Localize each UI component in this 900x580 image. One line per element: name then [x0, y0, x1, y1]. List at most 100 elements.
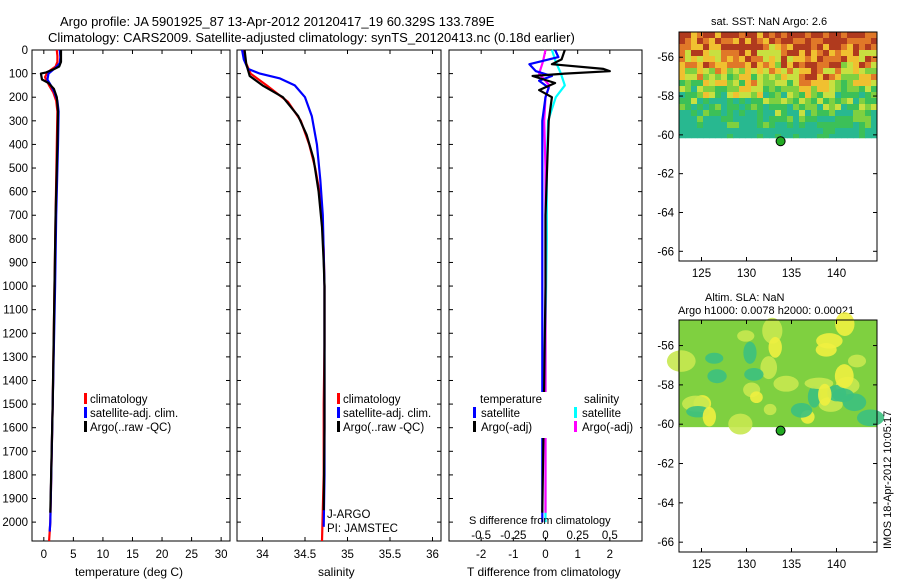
sst-cell [847, 38, 854, 45]
sla-blob [773, 375, 799, 392]
sst-cell [787, 110, 794, 117]
sst-cell [757, 134, 764, 139]
sst-cell [727, 86, 734, 93]
sst-cell [847, 62, 854, 69]
sst-cell [805, 50, 812, 57]
temperature-panel: 0100200300400500600700800900100011001200… [2, 45, 231, 579]
sst-cell [829, 74, 836, 81]
sst-cell [793, 74, 800, 81]
sst-cell [709, 86, 716, 93]
s-difference-axis: -0.5 -0.25 0 0.25 0.5 [471, 530, 618, 542]
sst-cell [733, 92, 740, 99]
legend-swatch-satellite [337, 407, 340, 418]
sst-cell [703, 44, 710, 51]
sst-cell [865, 134, 872, 139]
depth-tick-label: 2000 [2, 517, 28, 529]
sst-cell [697, 38, 704, 45]
series-line-satellite [528, 49, 560, 523]
sst-cell [709, 98, 716, 105]
sst-cell [709, 128, 716, 135]
sst-cell [757, 74, 764, 81]
depth-tick-label: 1900 [2, 494, 28, 506]
sst-cell [781, 134, 788, 139]
sst-cell [685, 56, 692, 63]
sst-cell [871, 116, 878, 123]
lat-tick-label: -56 [657, 341, 674, 353]
sst-cell [703, 50, 710, 57]
sst-cell [685, 98, 692, 105]
sst-cell [781, 56, 788, 63]
sla-blob [666, 350, 696, 372]
sst-cell [679, 74, 686, 81]
sst-cell [823, 68, 830, 75]
salinity-series [241, 49, 326, 542]
sst-cell [829, 116, 836, 123]
sst-cell [823, 128, 830, 135]
sst-cell [865, 38, 872, 45]
sst-cell [721, 44, 728, 51]
sla-blob [815, 343, 837, 357]
sst-cell [787, 68, 794, 75]
sst-cell [871, 62, 878, 69]
sst-cell [793, 104, 800, 111]
sst-cell [685, 86, 692, 93]
sst-cell [763, 128, 770, 135]
sst-cell [799, 44, 806, 51]
sst-cell [829, 122, 836, 129]
sst-cell [679, 92, 686, 99]
sst-cell [817, 74, 824, 81]
sst-longitude-axis: 125 130 135 140 [692, 32, 846, 280]
sst-cell [763, 86, 770, 93]
sst-cell [835, 128, 842, 135]
sst-cell [721, 104, 728, 111]
sst-cell [703, 62, 710, 69]
sst-cell [835, 122, 842, 129]
legend-label-argo: Argo(..raw -QC) [90, 422, 171, 434]
sst-cell [721, 68, 728, 75]
sst-cell [751, 104, 758, 111]
sst-cell [847, 92, 854, 99]
sst-cell [733, 80, 740, 87]
sst-cell [745, 110, 752, 117]
sst-cell [745, 128, 752, 135]
sst-cell [715, 98, 722, 105]
sst-cell [721, 74, 728, 81]
sst-cell [745, 74, 752, 81]
sst-cell [739, 86, 746, 93]
argo-position-marker [775, 136, 786, 147]
sst-cell [793, 122, 800, 129]
sst-cell [853, 32, 860, 39]
sst-cell [841, 104, 848, 111]
sst-cell [709, 110, 716, 117]
sst-cell [805, 62, 812, 69]
sst-cell [703, 56, 710, 63]
sst-cell [769, 134, 776, 139]
sst-cell [751, 32, 758, 39]
sst-cell [811, 116, 818, 123]
sst-cell [697, 128, 704, 135]
sst-cell [811, 74, 818, 81]
sst-cell [859, 122, 866, 129]
sst-cell [793, 38, 800, 45]
sst-cell [751, 92, 758, 99]
lon-tick-label: 140 [827, 559, 846, 571]
sst-cell [721, 62, 728, 69]
sst-cell [715, 56, 722, 63]
depth-tick-label: 500 [9, 163, 28, 175]
sst-cell [805, 32, 812, 39]
sst-cell [685, 50, 692, 57]
sst-cell [799, 110, 806, 117]
lat-tick-label: -64 [657, 207, 674, 219]
sst-cell [721, 50, 728, 57]
x-tick-label: 35.5 [379, 549, 401, 561]
argo-position-marker [775, 425, 786, 436]
sst-cell [763, 44, 770, 51]
sst-cell [685, 32, 692, 39]
sst-cell [847, 50, 854, 57]
sst-cell [853, 98, 860, 105]
sst-cell [727, 122, 734, 129]
sst-cell [679, 128, 686, 135]
sst-cell [679, 80, 686, 87]
sst-cell [721, 98, 728, 105]
sst-cell [775, 50, 782, 57]
